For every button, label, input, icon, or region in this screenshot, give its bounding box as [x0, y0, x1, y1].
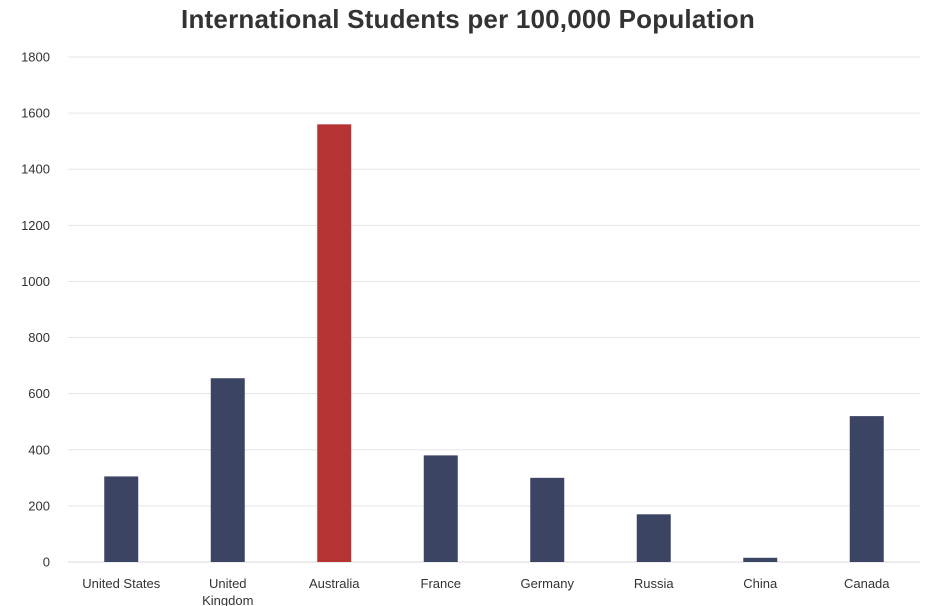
x-tick-label: Germany [521, 576, 575, 591]
bar-united-kingdom [210, 378, 245, 562]
bar-germany [530, 477, 565, 562]
x-tick-label: United States [82, 576, 161, 591]
y-tick-label: 1400 [21, 162, 50, 177]
y-axis-ticks: 0 200 400 600 800 1000 1200 1400 1600 1800 [21, 50, 50, 570]
bar-australia [317, 124, 352, 562]
x-tick-label: Canada [844, 576, 890, 591]
bar-france [423, 455, 458, 562]
y-tick-label: 1600 [21, 106, 50, 121]
chart-title: International Students per 100,000 Popul… [181, 4, 755, 34]
y-tick-label: 600 [28, 386, 50, 401]
bar-canada [849, 416, 884, 562]
y-tick-label: 200 [28, 498, 50, 513]
bars [104, 124, 884, 562]
bar-russia [636, 514, 671, 562]
x-tick-label: China [743, 576, 778, 591]
x-tick-label: Russia [634, 576, 675, 591]
bar-china [743, 557, 778, 562]
x-tick-label: Australia [309, 576, 360, 591]
x-tick-label: United Kingdom [202, 576, 253, 606]
y-tick-label: 400 [28, 442, 50, 457]
x-axis-labels: United States United Kingdom Australia Franc… [82, 576, 890, 606]
y-tick-label: 1200 [21, 218, 50, 233]
y-tick-label: 800 [28, 330, 50, 345]
y-tick-label: 1800 [21, 50, 50, 65]
gridlines [68, 56, 920, 563]
bar-united-states [104, 476, 139, 562]
x-tick-label: France [421, 576, 461, 591]
y-tick-label: 0 [43, 555, 50, 570]
y-tick-label: 1000 [21, 274, 50, 289]
